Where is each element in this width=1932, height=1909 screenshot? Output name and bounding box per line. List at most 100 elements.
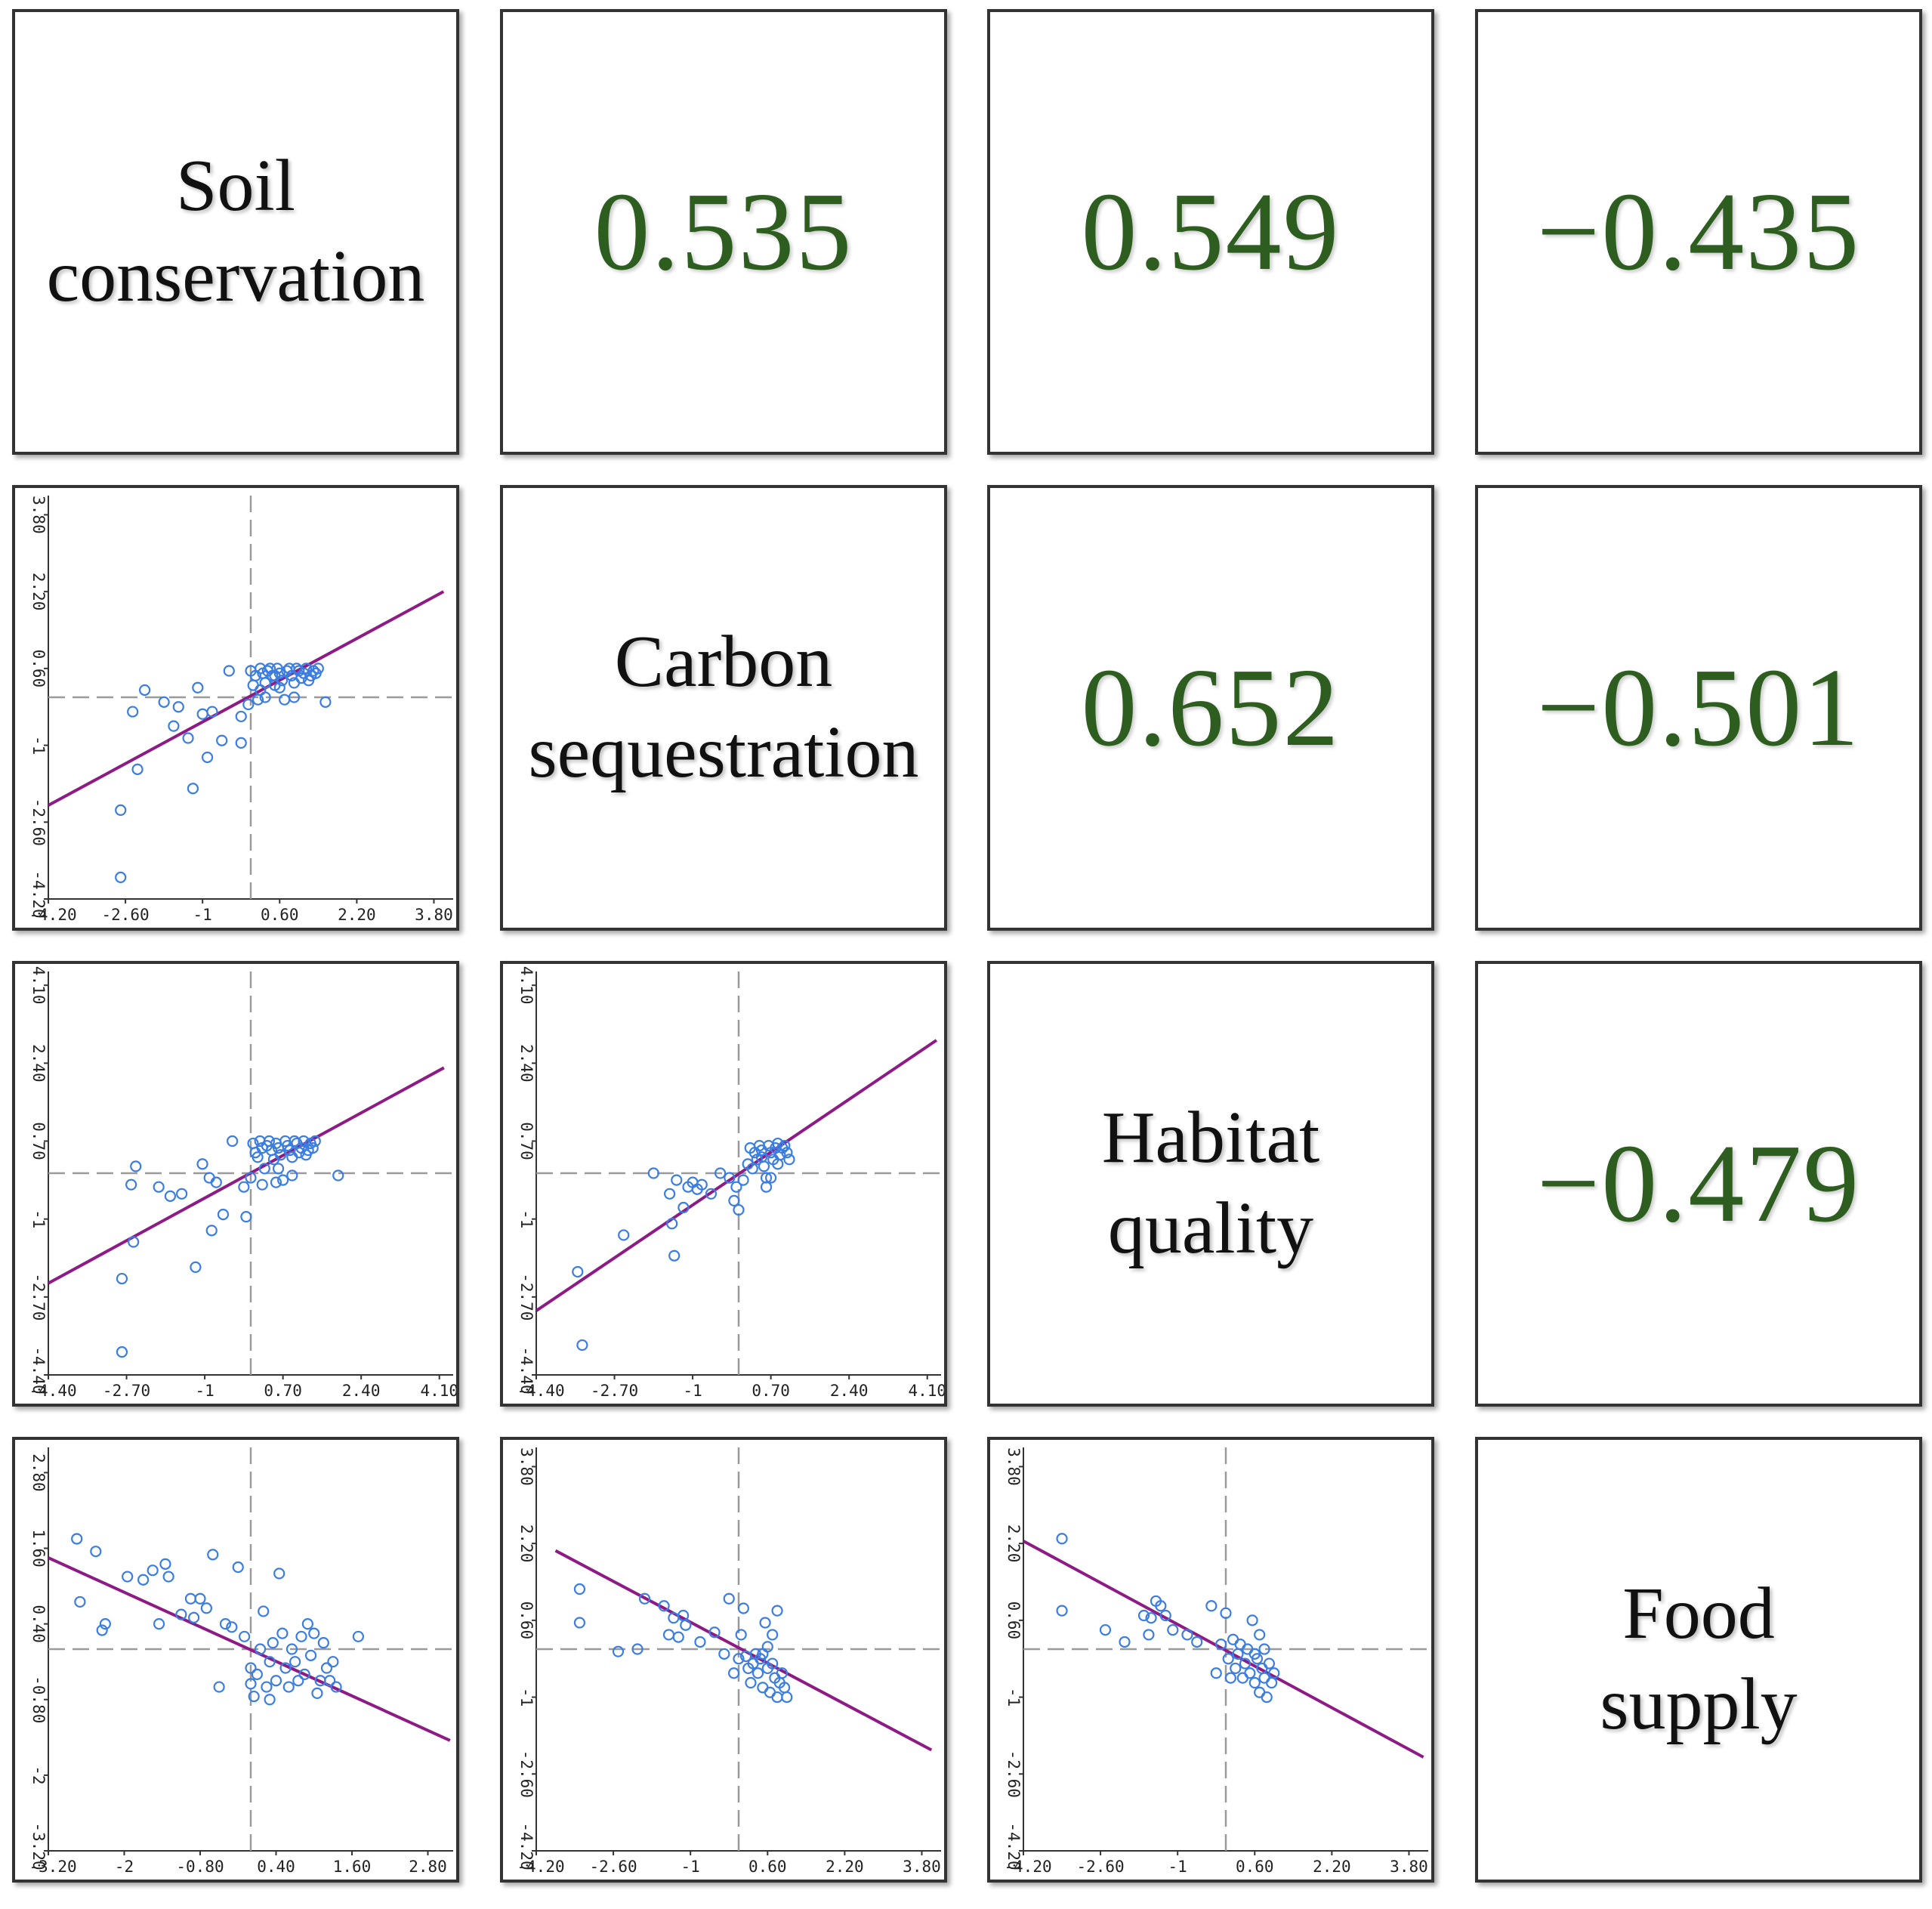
data-point [130,1160,142,1172]
data-point [779,1139,791,1152]
data-point [1119,1636,1131,1648]
x-tick-label: 1.60 [333,1858,372,1876]
variable-label-line: supply [1600,1663,1798,1745]
data-point [781,1147,793,1159]
data-point [714,1167,727,1179]
data-point [733,1203,745,1216]
data-point [184,1592,197,1605]
scatter-plot: -4.20 -2.60 -1 0.60 2.20 3.80 -4.20 -2.60 -1 0.60… [29,496,453,924]
y-tick-label: -4.40 [517,1346,535,1394]
data-point [147,1565,159,1577]
data-point [270,1675,282,1687]
data-point [286,1169,298,1182]
data-point [1159,1609,1171,1622]
y-tick-label: -2.60 [29,799,48,846]
correlation-value: −0.501 [1536,646,1861,770]
data-point [172,701,184,713]
data-point [279,693,291,706]
data-point [631,1643,643,1655]
y-tick-label: -1 [1005,1688,1023,1707]
data-point [666,1218,678,1230]
y-tick-label: 0.70 [29,1122,48,1160]
data-point [576,1339,588,1351]
variable-label-cell: Carbon sequestration [500,485,947,931]
x-tick-label: 2.40 [342,1382,381,1400]
data-point [219,1618,232,1630]
data-point [274,1149,287,1161]
data-point [205,1225,218,1237]
data-point [245,1172,257,1184]
data-point [298,1135,310,1148]
data-point [735,1629,747,1641]
data-point [761,1641,773,1653]
data-point [267,1637,279,1649]
data-point [115,871,127,883]
data-point [258,1605,270,1617]
y-tick-label: -1 [517,1209,535,1228]
x-tick-label: -2.60 [1076,1858,1124,1876]
data-point [187,783,199,795]
data-point [760,1181,773,1193]
x-tick-label: 0.60 [748,1858,787,1876]
data-point [308,1627,320,1639]
data-point [312,663,324,675]
x-tick-label: 2.20 [826,1858,864,1876]
data-point [279,1662,292,1674]
data-point [153,1618,165,1630]
data-point [131,763,144,775]
x-tick-label: -2.70 [103,1382,150,1400]
data-point [724,1172,736,1184]
data-point [662,1629,675,1641]
x-tick-label: -3.20 [29,1858,76,1876]
data-point [309,1135,321,1148]
data-point [276,1627,289,1639]
x-tick-label: 3.80 [415,906,453,924]
data-point [206,706,218,718]
data-point [164,1190,177,1202]
variable-label-line: Carbon [614,621,833,703]
data-point [718,1648,730,1660]
y-tick-label: 2.20 [29,573,48,611]
y-tick-label: 0.60 [1005,1602,1023,1640]
data-point [242,698,255,711]
y-tick-label: 0.60 [517,1602,535,1640]
data-point [1056,1605,1068,1617]
data-point [74,1595,86,1608]
data-point [256,1178,268,1191]
data-point [196,708,208,720]
data-point [307,1142,319,1154]
y-tick-label: 4.10 [517,966,535,1005]
x-tick-label: -4.20 [1004,1858,1051,1876]
data-point [737,1174,749,1186]
data-point [190,1261,202,1273]
data-point [304,1649,317,1661]
x-tick-label: -4.20 [517,1858,564,1876]
data-point [264,1656,276,1668]
data-point [295,1630,307,1642]
scatter-plot: -4.20 -2.60 -1 0.60 2.20 3.80 -4.20 -2.60 -1 0.60… [517,1447,941,1876]
data-point [1099,1623,1112,1636]
data-point [320,1662,333,1674]
data-point [765,1172,777,1184]
data-point [1210,1667,1222,1679]
data-point [1145,1612,1157,1624]
data-point [285,1643,298,1655]
data-point [737,1602,749,1614]
data-point [122,1571,134,1583]
data-point [252,1151,264,1163]
y-tick-label: -2.70 [517,1273,535,1321]
data-point [772,1158,784,1170]
data-point [672,1631,684,1643]
data-point [1143,1629,1155,1641]
data-point [757,1682,769,1694]
data-point [1215,1639,1227,1651]
data-point [159,1558,171,1570]
y-tick-label: 2.20 [1005,1524,1023,1563]
x-tick-label: 2.20 [338,906,376,924]
data-point [259,691,271,703]
x-tick-label: -4.20 [29,906,76,924]
data-point [771,1605,783,1617]
data-point [217,1209,230,1221]
data-point [282,1681,295,1693]
data-point [235,710,247,723]
